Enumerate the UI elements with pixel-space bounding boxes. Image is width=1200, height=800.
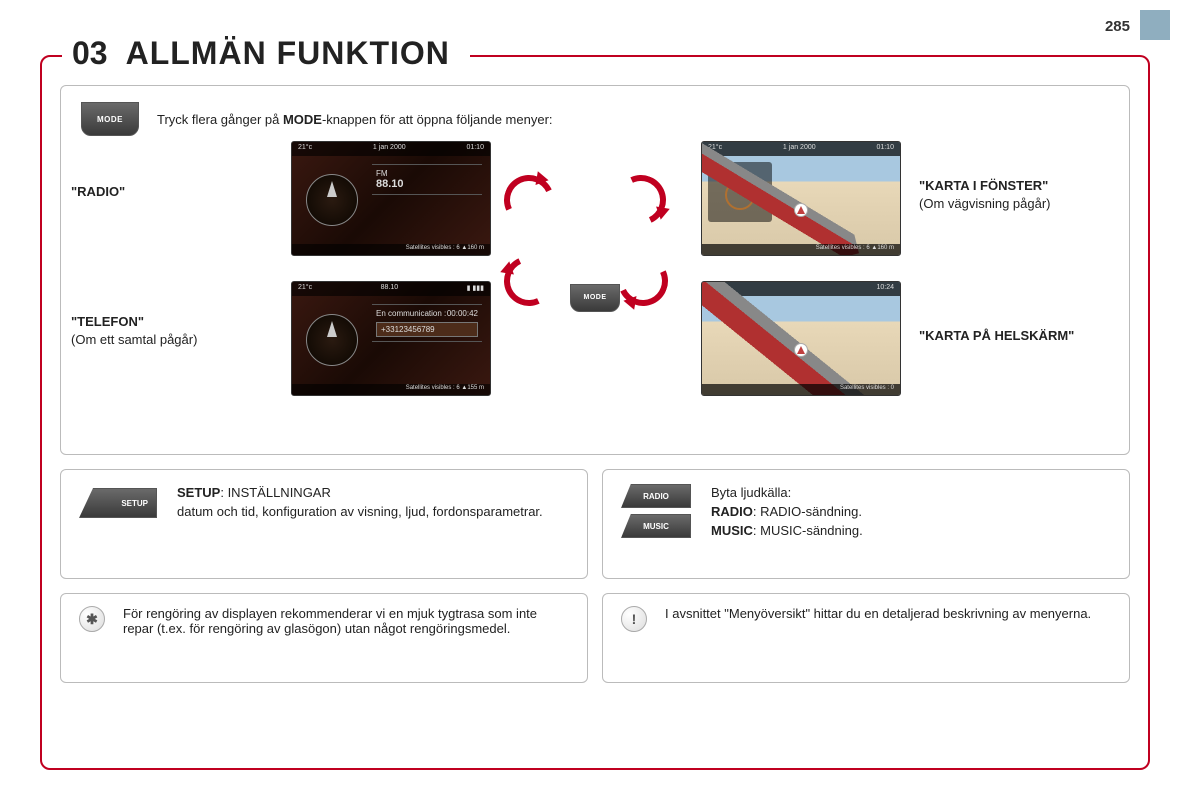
map-road — [701, 281, 876, 396]
label-karta-window: "KARTA I FÖNSTER" (Om vägvisning pågår) — [919, 177, 1051, 212]
radio-panel: FM 88.10 — [372, 164, 482, 195]
topbar-center: 88.10 — [381, 284, 399, 294]
tip-icon: ✱ — [79, 606, 105, 632]
setup-text: SETUP: INSTÄLLNINGAR datum och tid, konf… — [177, 484, 543, 522]
source-radio-after: : RADIO-sändning. — [753, 504, 862, 519]
cycle-arrow-icon — [497, 249, 561, 313]
map-cursor-icon — [794, 203, 808, 217]
label-telefon-sub: (Om ett samtal pågår) — [71, 331, 197, 349]
source-music-b: MUSIC — [711, 523, 753, 538]
source-box: RADIO MUSIC Byta ljudkälla: RADIO: RADIO… — [602, 469, 1130, 579]
tip-box: ✱ För rengöring av displayen rekommender… — [60, 593, 588, 683]
screen-bottom: Satellites visibles : 6 ▲155 m — [292, 384, 490, 395]
center-mode-button: MODE — [570, 284, 620, 312]
corner-decoration — [1140, 10, 1170, 40]
call-duration: 00:00:42 — [447, 309, 478, 318]
phone-number: +33123456789 — [376, 322, 478, 337]
screen-karta-window: 21°c1 jan 200001:10 800m Satellites visi… — [701, 141, 901, 256]
screen-bottom: Satellites visibles : 6 ▲160 m — [702, 244, 900, 255]
map-road — [701, 141, 859, 256]
label-karta-full-title: "KARTA PÅ HELSKÄRM" — [919, 328, 1074, 343]
screen-radio: 21°c 1 jan 2000 01:10 FM 88.10 Satellites … — [291, 141, 491, 256]
map-cursor-icon — [794, 343, 808, 357]
topbar-temp: 21°c — [298, 284, 312, 294]
screen-telefon: 21°c 88.10 ▮ ▮▮▮ En communication :00:00:4… — [291, 281, 491, 396]
radio-band: FM — [376, 169, 478, 178]
cycle-arrow-icon — [611, 249, 675, 313]
phone-panel: En communication :00:00:42 +33123456789 — [372, 304, 482, 342]
screen-bottom: Satellites visibles : 6 ▲160 m — [292, 244, 490, 255]
tip-text: För rengöring av displayen rekommenderar… — [123, 606, 569, 636]
label-telefon-title: "TELEFON" — [71, 313, 197, 331]
cycle-arrow-icon — [497, 168, 561, 232]
intro-post: -knappen för att öppna följande menyer: — [322, 112, 553, 127]
label-karta-window-sub: (Om vägvisning pågår) — [919, 195, 1051, 213]
topbar-signal: ▮ ▮▮▮ — [467, 284, 484, 294]
topbar-time: 01:10 — [466, 144, 484, 154]
title-bar: 03 ALLMÄN FUNKTION — [62, 35, 470, 72]
cycle-arrow-icon — [609, 168, 673, 232]
topbar-temp: 21°c — [298, 144, 312, 154]
topbar-time: 10:24 — [876, 284, 894, 294]
page-number: 285 — [1105, 18, 1130, 35]
source-music-after: : MUSIC-sändning. — [753, 523, 863, 538]
info-box: ! I avsnittet "Menyöversikt" hittar du e… — [602, 593, 1130, 683]
label-radio-title: "RADIO" — [71, 184, 125, 199]
music-button-icon: MUSIC — [621, 514, 691, 538]
info-icon: ! — [621, 606, 647, 632]
compass-icon — [306, 314, 358, 366]
setup-heading: SETUP — [177, 485, 220, 500]
setup-box: SETUP SETUP: INSTÄLLNINGAR datum och tid… — [60, 469, 588, 579]
compass-icon — [306, 174, 358, 226]
radio-button-icon: RADIO — [621, 484, 691, 508]
intro-pre: Tryck flera gånger på — [157, 112, 283, 127]
source-text: Byta ljudkälla: RADIO: RADIO-sändning. M… — [711, 484, 863, 541]
setup-body: datum och tid, konfiguration av visning,… — [177, 503, 543, 522]
label-karta-window-title: "KARTA I FÖNSTER" — [919, 177, 1051, 195]
intro-bold: MODE — [283, 112, 322, 127]
mode-overview-panel: MODE Tryck flera gånger på MODE-knappen … — [60, 85, 1130, 455]
setup-button-icon: SETUP — [79, 488, 157, 518]
radio-freq: 88.10 — [376, 178, 478, 190]
screen-bottom: Satellites visibles : 0 — [702, 384, 900, 395]
section-title: ALLMÄN FUNKTION — [126, 35, 450, 72]
topbar-date: 1 jan 2000 — [373, 144, 406, 154]
source-radio-b: RADIO — [711, 504, 753, 519]
info-text: I avsnittet "Menyöversikt" hittar du en … — [665, 606, 1091, 621]
call-status: En communication : — [376, 309, 446, 318]
setup-heading-after: : INSTÄLLNINGAR — [220, 485, 331, 500]
main-frame: 03 ALLMÄN FUNKTION MODE Tryck flera gång… — [40, 55, 1150, 770]
label-karta-full: "KARTA PÅ HELSKÄRM" — [919, 327, 1074, 345]
label-radio: "RADIO" — [71, 183, 125, 201]
intro-text: Tryck flera gånger på MODE-knappen för a… — [157, 112, 553, 127]
section-number: 03 — [72, 35, 108, 72]
mode-button-icon: MODE — [81, 102, 139, 136]
label-telefon: "TELEFON" (Om ett samtal pågår) — [71, 313, 197, 348]
mode-button-icon: MODE — [570, 284, 620, 312]
mode-cycle-diagram: 21°c 1 jan 2000 01:10 FM 88.10 Satellites … — [61, 141, 1129, 454]
topbar-time: 01:10 — [876, 144, 894, 154]
source-heading: Byta ljudkälla: — [711, 484, 863, 503]
screen-karta-full: 21°c10:24 Satellites visibles : 0 — [701, 281, 901, 396]
